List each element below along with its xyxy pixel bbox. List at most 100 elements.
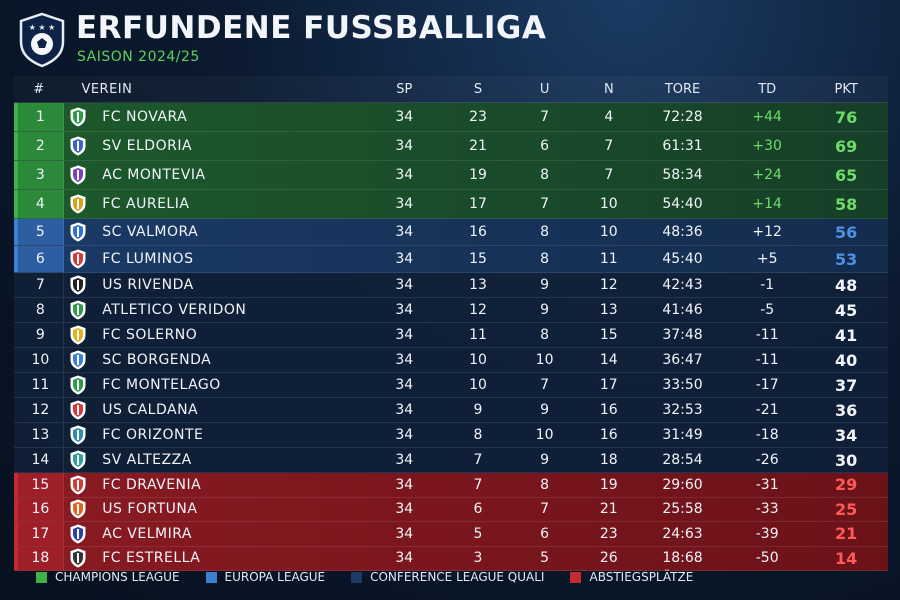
- cell-tore: 36:47: [662, 352, 703, 368]
- table-row[interactable]: 8 ATLETICO VERIDON 34 12 9 13 41:46 -5 45: [14, 298, 888, 323]
- legend-swatch: [351, 571, 363, 583]
- cell-td: -11: [755, 352, 779, 368]
- cell-u: 7: [540, 501, 550, 518]
- legend-item: EUROPA LEAGUE: [205, 570, 325, 584]
- cell-s: 13: [469, 277, 487, 293]
- cell-tore: 25:58: [662, 501, 703, 518]
- club-crest-icon: [64, 499, 93, 519]
- cell-tore: 37:48: [662, 327, 703, 343]
- cell-team: FC MONTELAGO: [102, 377, 221, 393]
- cell-pos: 14: [14, 448, 64, 472]
- cell-n: 18: [599, 452, 618, 468]
- club-crest-icon: [64, 350, 93, 370]
- col-header-pkt: PKT: [834, 81, 858, 97]
- cell-pkt: 45: [835, 300, 858, 320]
- cell-td: -31: [755, 476, 779, 493]
- table-body: 1 FC NOVARA 34 23 7 4 72:28 +44 76 2 SV ELDORIA 34 2…: [14, 103, 888, 571]
- table-row[interactable]: 14 SV ALTEZZA 34 7 9 18 28:54 -26 30: [14, 448, 888, 473]
- table-row[interactable]: 9 FC SOLERNO 34 11 8 15 37:48 -11 41: [14, 323, 888, 348]
- table-row[interactable]: 2 SV ELDORIA 34 21 6 7 61:31 +30 69: [14, 132, 888, 161]
- cell-team: US RIVENDA: [102, 277, 194, 293]
- cell-sp: 34: [395, 525, 414, 542]
- cell-pkt: 30: [835, 450, 858, 470]
- club-crest-icon: [64, 300, 93, 320]
- table-row[interactable]: 6 FC LUMINOS 34 15 8 11 45:40 +5 53: [14, 246, 888, 273]
- cell-n: 7: [604, 167, 614, 183]
- cell-pkt: 58: [835, 194, 858, 214]
- cell-sp: 34: [395, 109, 414, 125]
- cell-team: FC AURELIA: [102, 196, 190, 212]
- cell-n: 19: [599, 476, 618, 493]
- col-header-sp: SP: [396, 81, 413, 97]
- cell-s: 23: [469, 109, 487, 125]
- cell-sp: 34: [395, 402, 414, 418]
- table-row[interactable]: 7 US RIVENDA 34 13 9 12 42:43 -1 48: [14, 273, 888, 298]
- season-subtitle: SAISON 2024/25: [77, 49, 200, 65]
- cell-pos: 9: [14, 323, 64, 347]
- legend-label: CHAMPIONS LEAGUE: [55, 570, 180, 584]
- table-row[interactable]: 15 FC DRAVENIA 34 7 8 19 29:60 -31 29: [14, 473, 888, 498]
- table-row[interactable]: 10 SC BORGENDA 34 10 10 14 36:47 -11 40: [14, 348, 888, 373]
- cell-sp: 34: [395, 550, 414, 567]
- club-crest-icon: [64, 165, 93, 185]
- cell-s: 7: [473, 476, 483, 493]
- cell-td: +12: [752, 224, 782, 240]
- legend-item: CHAMPIONS LEAGUE: [36, 570, 180, 584]
- cell-tore: 54:40: [662, 196, 703, 212]
- cell-pkt: 34: [835, 425, 858, 445]
- table-row[interactable]: 16 US FORTUNA 34 6 7 21 25:58 -33 25: [14, 497, 888, 522]
- cell-pos: 11: [14, 373, 64, 397]
- table-row[interactable]: 3 AC MONTEVIA 34 19 8 7 58:34 +24 65: [14, 161, 888, 190]
- table-row[interactable]: 12 US CALDANA 34 9 9 16 32:53 -21 36: [14, 398, 888, 423]
- table-row[interactable]: 5 SC VALMORA 34 16 8 10 48:36 +12 56: [14, 219, 888, 246]
- cell-s: 3: [473, 550, 483, 567]
- cell-u: 8: [540, 224, 550, 240]
- cell-td: -18: [755, 427, 779, 443]
- cell-pkt: 53: [835, 249, 858, 269]
- cell-pkt: 69: [835, 136, 858, 156]
- table-row[interactable]: 1 FC NOVARA 34 23 7 4 72:28 +44 76: [14, 103, 888, 132]
- cell-n: 15: [599, 327, 618, 343]
- cell-team: FC SOLERNO: [102, 327, 198, 343]
- cell-sp: 34: [395, 138, 414, 154]
- cell-sp: 34: [395, 452, 414, 468]
- table-row[interactable]: 4 FC AURELIA 34 17 7 10 54:40 +14 58: [14, 190, 888, 219]
- col-header-u: U: [539, 81, 550, 97]
- cell-sp: 34: [395, 501, 414, 518]
- cell-pkt: 29: [835, 475, 858, 495]
- legend-swatch: [570, 571, 582, 583]
- cell-team: AC VELMIRA: [102, 525, 192, 542]
- table-row[interactable]: 11 FC MONTELAGO 34 10 7 17 33:50 -17 37: [14, 373, 888, 398]
- cell-s: 19: [469, 167, 487, 183]
- cell-tore: 41:46: [662, 302, 703, 318]
- cell-team: SC VALMORA: [102, 224, 199, 240]
- cell-pkt: 36: [835, 400, 858, 420]
- cell-n: 4: [604, 109, 614, 125]
- cell-s: 9: [473, 402, 483, 418]
- cell-n: 11: [599, 251, 618, 267]
- cell-u: 8: [540, 327, 550, 343]
- cell-sp: 34: [395, 277, 414, 293]
- cell-n: 17: [599, 377, 618, 393]
- cell-u: 9: [540, 277, 550, 293]
- table-header: # VEREIN SP S U N TORE TD PKT: [14, 76, 888, 103]
- table-row[interactable]: 17 AC VELMIRA 34 5 6 23 24:63 -39 21: [14, 522, 888, 547]
- cell-u: 8: [540, 476, 550, 493]
- cell-pkt: 41: [835, 325, 858, 345]
- table-row[interactable]: 18 FC ESTRELLA 34 3 5 26 18:68 -50 14: [14, 546, 888, 571]
- cell-u: 5: [540, 550, 550, 567]
- cell-pos: 6: [14, 246, 64, 272]
- cell-pos: 12: [14, 398, 64, 422]
- legend-label: CONFERENCE LEAGUE QUALI: [370, 570, 545, 584]
- cell-n: 12: [599, 277, 618, 293]
- page-title: ERFUNDENE FUSSBALLIGA: [76, 10, 547, 46]
- table-row[interactable]: 13 FC ORIZONTE 34 8 10 16 31:49 -18 34: [14, 423, 888, 448]
- cell-td: +24: [752, 167, 782, 183]
- cell-n: 14: [599, 352, 618, 368]
- cell-pos: 16: [14, 497, 64, 521]
- league-logo-icon: ★ ★ ★: [19, 12, 65, 68]
- cell-n: 16: [599, 427, 618, 443]
- cell-pkt: 40: [835, 350, 858, 370]
- cell-n: 21: [599, 501, 618, 518]
- cell-tore: 72:28: [662, 109, 703, 125]
